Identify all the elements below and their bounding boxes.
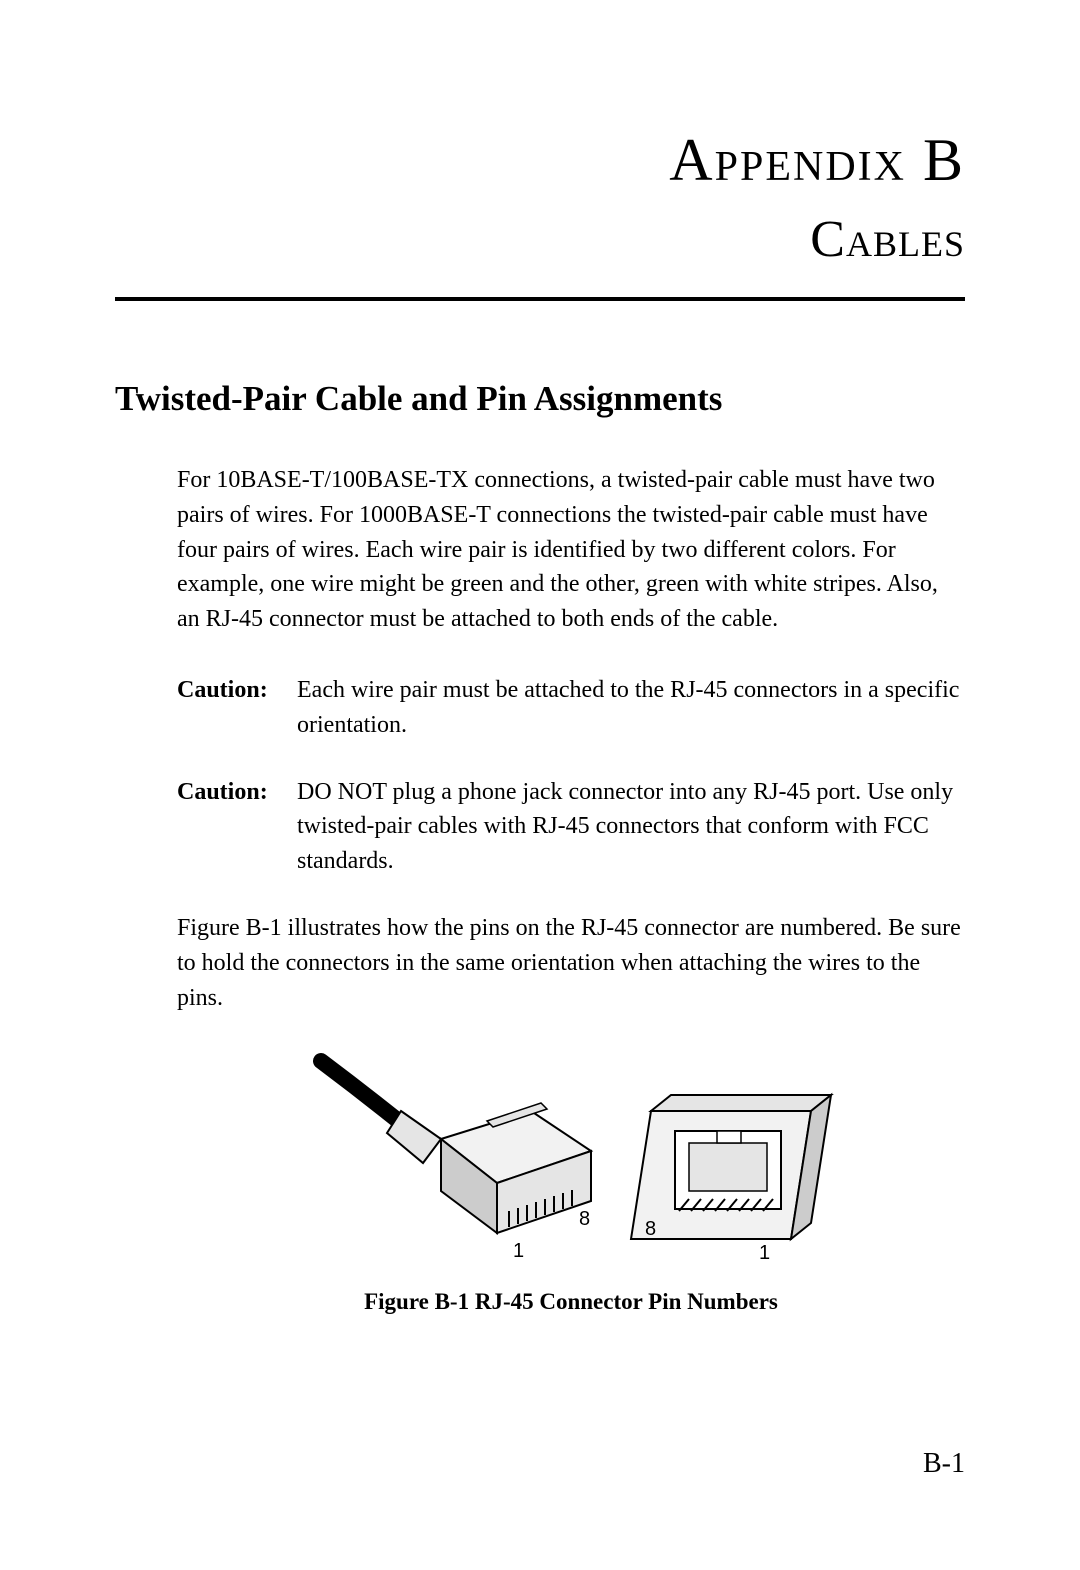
plug-pin-8-label: 8	[579, 1208, 590, 1230]
intro-paragraph: For 10BASE-T/100BASE-TX connections, a t…	[177, 463, 965, 637]
rj45-jack-icon: 8 1	[631, 1095, 831, 1264]
divider-rule	[115, 297, 965, 301]
figure-b1: 1 8	[177, 1051, 965, 1315]
caution-2-label: Caution:	[177, 775, 297, 879]
section-heading: Twisted-Pair Cable and Pin Assignments	[115, 379, 965, 419]
appendix-subtitle: Cables	[115, 210, 965, 269]
caution-1-text: Each wire pair must be attached to the R…	[297, 673, 965, 743]
appendix-title: Appendix B	[115, 130, 965, 190]
rj45-figure-svg: 1 8	[291, 1051, 851, 1281]
figure-caption: Figure B-1 RJ-45 Connector Pin Numbers	[177, 1289, 965, 1315]
caution-1-label: Caution:	[177, 673, 297, 743]
caution-2-text: DO NOT plug a phone jack connector into …	[297, 775, 965, 879]
jack-pin-1-label: 1	[759, 1242, 770, 1264]
caution-2: Caution: DO NOT plug a phone jack connec…	[177, 775, 965, 879]
post-caution-paragraph: Figure B-1 illustrates how the pins on t…	[177, 911, 965, 1015]
page-number: B-1	[923, 1448, 965, 1480]
jack-pin-8-label: 8	[645, 1218, 656, 1240]
rj45-plug-icon: 1 8	[321, 1061, 591, 1262]
plug-pin-1-label: 1	[513, 1240, 524, 1262]
page: Appendix B Cables Twisted-Pair Cable and…	[0, 0, 1080, 1570]
caution-1: Caution: Each wire pair must be attached…	[177, 673, 965, 743]
